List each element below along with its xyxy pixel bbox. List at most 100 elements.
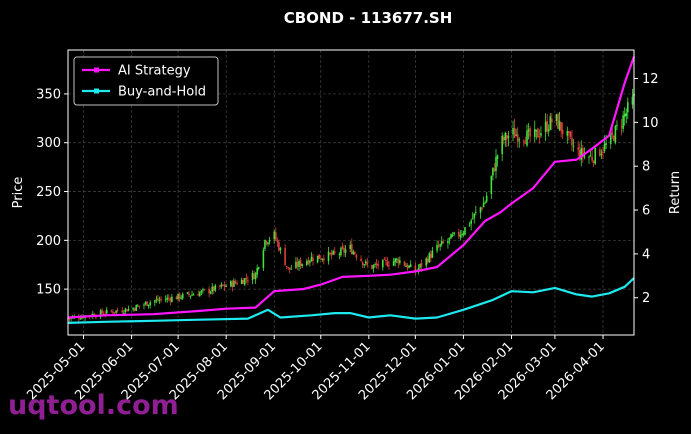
candle-body [202, 289, 204, 291]
candle-body [485, 195, 488, 202]
y2-tick-label: 12 [642, 72, 659, 87]
candle-body [191, 294, 193, 296]
candle-body [301, 263, 303, 266]
candle-body [171, 296, 173, 302]
series-line-buy-and-hold [67, 277, 635, 324]
candle-body [262, 250, 265, 268]
candle-body [620, 126, 623, 128]
candle-body [233, 280, 235, 287]
candle-body [180, 297, 182, 299]
candle-body [388, 265, 390, 267]
y-tick-label: 250 [36, 185, 61, 200]
candle-body [223, 284, 226, 287]
candle-body [468, 224, 471, 226]
candle-body [149, 302, 151, 305]
y2-tick-label: 4 [642, 247, 650, 262]
candle-body [437, 245, 440, 247]
candle-body [431, 250, 434, 258]
candle-body [571, 137, 573, 145]
candle-body [327, 251, 330, 262]
candle-body [284, 248, 286, 266]
candle-body [99, 310, 102, 318]
candle-body [403, 261, 406, 266]
candle-body [135, 305, 138, 312]
candle-body [290, 268, 293, 270]
candle-body [318, 254, 321, 259]
candle-body [526, 130, 528, 146]
candle-body [288, 267, 291, 270]
chart-title: CBOND - 113677.SH [284, 9, 453, 27]
candle-body [121, 310, 124, 313]
candle-body [212, 286, 215, 291]
candle-body [504, 132, 507, 141]
candle-body [381, 259, 384, 268]
candle-body [507, 136, 510, 138]
candle-body [603, 143, 606, 151]
candle-body [279, 248, 282, 251]
candle-body [355, 255, 358, 258]
candle-body [323, 258, 325, 261]
candle-body [383, 258, 386, 260]
candle-body [540, 133, 542, 136]
candle-body [473, 213, 476, 218]
candle-body [605, 143, 607, 145]
candle-body [344, 249, 347, 253]
candle-body [537, 128, 539, 138]
candle-body [79, 318, 82, 320]
candle-body [613, 136, 615, 141]
candle-body [110, 310, 113, 312]
y-tick-label: 200 [36, 234, 61, 249]
candle-body [475, 211, 477, 213]
candle-body [439, 244, 441, 247]
candle-body [124, 308, 127, 313]
candle-body [442, 241, 445, 243]
candle-body [616, 124, 618, 126]
candle-body [366, 262, 369, 265]
candle-body [115, 310, 117, 313]
candle-body [417, 268, 420, 271]
candle-body [577, 147, 579, 150]
candle-body [560, 122, 562, 132]
candle-body [219, 285, 221, 287]
candle-body [580, 148, 583, 160]
candle-body [364, 261, 367, 264]
candle-body [257, 267, 260, 269]
candle-body [192, 294, 195, 296]
candle-body [471, 218, 474, 220]
candle-body [113, 312, 116, 314]
candle-body [496, 155, 499, 159]
candle-body [186, 292, 189, 294]
candle-body [414, 265, 417, 273]
candle-body [214, 285, 217, 291]
y2-tick-label: 8 [642, 160, 650, 175]
candle-body [506, 135, 508, 140]
candle-body [144, 302, 147, 305]
candle-body [333, 251, 336, 254]
candle-body [591, 156, 593, 161]
candle-body [583, 154, 586, 158]
candle-body [557, 113, 559, 129]
candle-body [105, 309, 108, 314]
candle-body [479, 207, 482, 213]
candle-body [189, 295, 192, 297]
candle-body [405, 266, 407, 268]
candle-body [352, 251, 355, 255]
candle-body [178, 293, 181, 299]
candle-body [386, 261, 389, 267]
candle-body [245, 277, 248, 280]
candle-body [512, 128, 514, 135]
watermark: uqtool.com [8, 390, 179, 421]
candle-body [132, 308, 134, 310]
candle-body [160, 298, 162, 300]
candle-body [372, 265, 375, 269]
candle-body [420, 262, 423, 267]
y2-axis-label: Return [668, 171, 683, 214]
candle-body [254, 273, 257, 280]
candle-body [95, 316, 97, 318]
candle-body [296, 262, 299, 267]
candle-body [523, 140, 525, 143]
candle-body [406, 264, 409, 269]
candle-body [426, 258, 429, 263]
candle-body [470, 220, 472, 224]
candle-body [340, 248, 342, 256]
